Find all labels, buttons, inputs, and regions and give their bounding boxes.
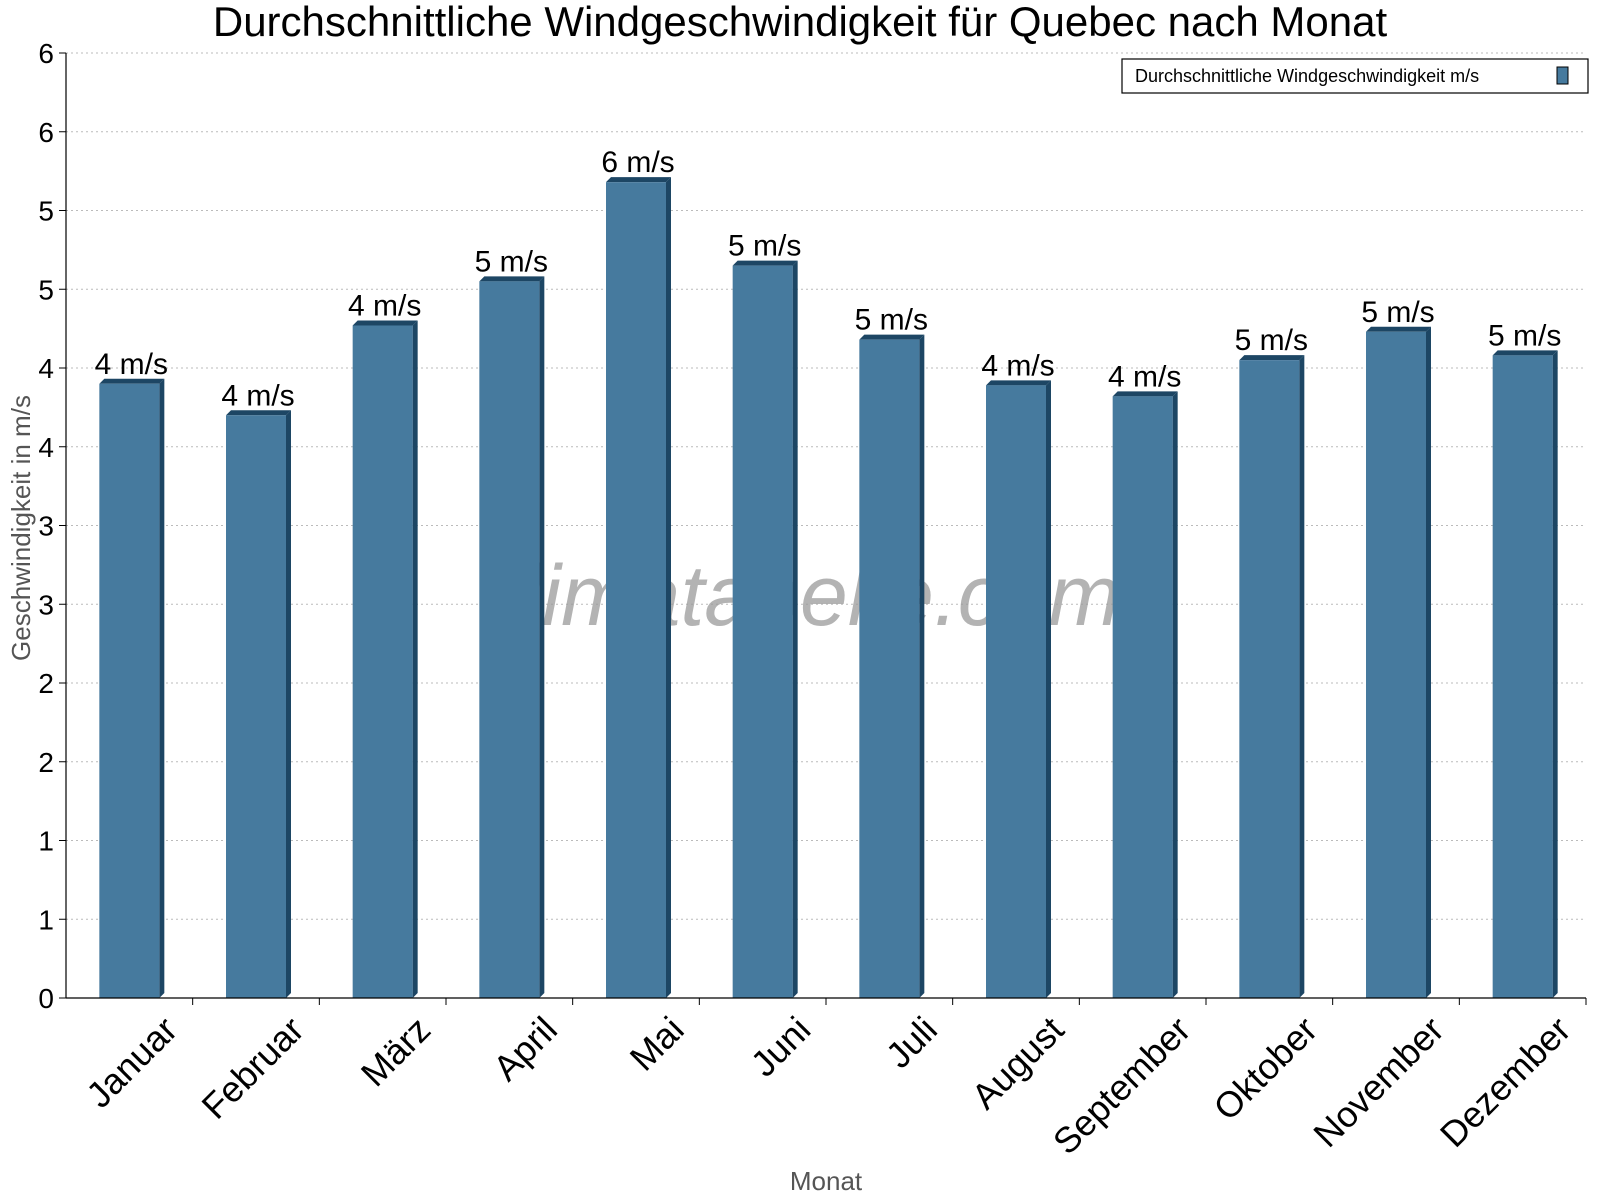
bars-group <box>99 177 1558 999</box>
y-tick-label: 5 <box>38 196 54 227</box>
x-tick-label: Mai <box>622 1009 692 1079</box>
bar <box>1112 391 1178 999</box>
bar-side <box>1046 380 1051 998</box>
bar-face <box>732 265 793 998</box>
bar <box>226 410 291 998</box>
bar-top <box>1239 355 1305 361</box>
data-label: 6 m/s <box>601 146 674 179</box>
bar <box>1366 326 1431 998</box>
y-tick-label: 3 <box>38 589 54 620</box>
bar-side <box>286 410 291 998</box>
gridlines <box>66 52 1586 920</box>
data-label: 4 m/s <box>221 379 294 412</box>
data-label: 4 m/s <box>1108 360 1181 393</box>
data-labels-group: 4 m/s 4 m/s 4 m/s 5 m/s 6 m/s 5 m/s 5 m/s 4 m/s… <box>95 146 1562 412</box>
bar-top <box>859 334 925 340</box>
data-label: 5 m/s <box>1488 319 1561 352</box>
y-tick-label: 1 <box>38 904 54 935</box>
y-tick-label: 2 <box>38 747 54 778</box>
bar <box>99 378 165 998</box>
bar-side <box>1299 355 1305 998</box>
legend-swatch <box>1556 66 1569 85</box>
bar <box>1239 355 1305 998</box>
x-tick-labels: Januar Februar März April Mai Juni Juli AugustS… <box>78 1009 1578 1163</box>
y-tick-label: 4 <box>38 353 54 384</box>
x-axis-title: Monat <box>790 1166 863 1196</box>
bar-top <box>986 380 1051 386</box>
data-label: 4 m/s <box>95 348 168 381</box>
chart-title: Durchschnittliche Windgeschwindigkeit fü… <box>213 0 1388 45</box>
x-tick-label: Oktober <box>1205 1009 1325 1129</box>
bar-face <box>1492 355 1553 998</box>
legend: Durchschnittliche Windgeschwindigkeit m/… <box>1121 58 1589 94</box>
bar-face <box>1366 331 1426 998</box>
bar-side <box>412 320 418 999</box>
bar <box>1492 350 1558 998</box>
data-label: 4 m/s <box>981 349 1054 382</box>
x-tick-label: August <box>963 1009 1071 1117</box>
x-tick-label: September <box>1045 1009 1199 1163</box>
y-tick-label: 5 <box>38 274 54 305</box>
bar-face <box>1112 396 1173 999</box>
data-label: 5 m/s <box>475 245 548 278</box>
y-tick-label: 1 <box>38 826 54 857</box>
bar-top <box>1492 350 1558 356</box>
x-tick-label: November <box>1305 1009 1451 1155</box>
bar <box>859 334 925 998</box>
bar-face <box>352 325 413 999</box>
legend-box <box>1121 58 1589 94</box>
bar <box>352 320 418 999</box>
bar-top <box>732 260 798 266</box>
y-tick-label: 3 <box>38 511 54 542</box>
bar-side <box>159 378 165 998</box>
axes <box>59 52 1587 1005</box>
x-tick-label: Januar <box>78 1009 185 1116</box>
bar-top <box>352 320 418 326</box>
bar-side <box>1426 326 1431 998</box>
bar-face <box>226 415 286 998</box>
bar-face <box>986 385 1046 998</box>
bar-side <box>919 334 925 998</box>
bar-side <box>539 276 545 998</box>
bar-top <box>99 378 165 384</box>
y-tick-label: 4 <box>38 432 54 463</box>
bar <box>479 276 545 998</box>
bar-face <box>479 281 540 998</box>
x-tick-label: Juni <box>743 1009 819 1085</box>
x-tick-label: Juli <box>878 1009 945 1076</box>
bar-top <box>479 276 545 282</box>
x-tick-label: Februar <box>194 1009 312 1127</box>
bar-face <box>606 182 666 998</box>
y-axis-title: Geschwindigkeit in m/s <box>6 395 36 661</box>
x-tick-label: März <box>353 1009 439 1095</box>
bar-side <box>792 260 798 998</box>
x-tick-label: Dezember <box>1432 1009 1578 1155</box>
y-tick-label: 6 <box>38 38 54 69</box>
bar-face <box>99 383 160 998</box>
y-tick-label: 0 <box>38 983 54 1014</box>
data-label: 5 m/s <box>728 230 801 263</box>
x-tick-label: April <box>485 1009 565 1089</box>
data-label: 5 m/s <box>855 304 928 337</box>
bar-face <box>1239 360 1300 998</box>
bar <box>986 380 1051 998</box>
bar <box>732 260 798 998</box>
bar-side <box>666 177 671 998</box>
y-tick-label: 2 <box>38 668 54 699</box>
data-label: 5 m/s <box>1235 324 1308 357</box>
data-label: 4 m/s <box>348 289 421 322</box>
bar-side <box>1552 350 1558 998</box>
y-tick-labels: 0 1 1 2 2 3 3 4 4 5 5 6 6 <box>38 38 54 1014</box>
bar-top <box>606 177 671 183</box>
data-label: 5 m/s <box>1361 296 1434 329</box>
bar-face <box>859 339 920 998</box>
y-tick-label: 6 <box>38 117 54 148</box>
bar-side <box>1172 391 1178 999</box>
bar-top <box>1112 391 1178 397</box>
legend-label: Durchschnittliche Windgeschwindigkeit m/… <box>1135 66 1479 86</box>
bar-top <box>226 410 291 416</box>
bar-top <box>1366 326 1431 332</box>
bar <box>606 177 671 998</box>
